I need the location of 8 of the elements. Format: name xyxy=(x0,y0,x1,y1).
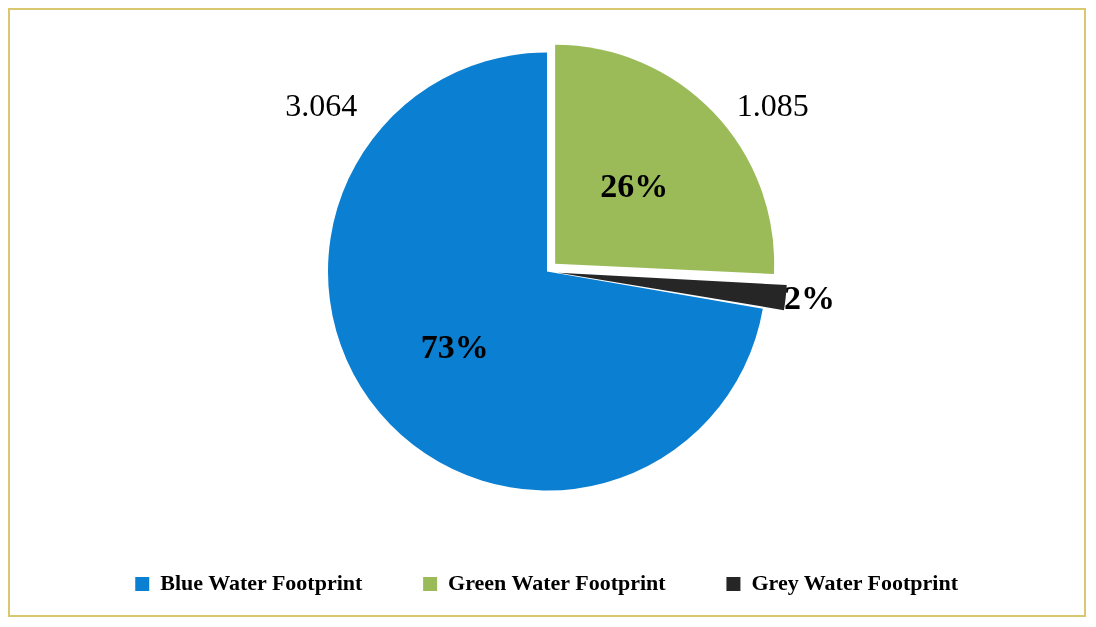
legend-label: Blue Water Footprint xyxy=(160,569,363,595)
legend-label: Grey Water Footprint xyxy=(751,569,959,595)
text: 1.085 xyxy=(736,86,809,123)
legend-label: Green Water Footprint xyxy=(448,569,667,595)
text: 3.064 xyxy=(285,86,358,123)
data-label: 26% xyxy=(600,167,669,205)
data-label: 2% xyxy=(783,278,835,316)
data-label: 73% xyxy=(420,327,489,365)
